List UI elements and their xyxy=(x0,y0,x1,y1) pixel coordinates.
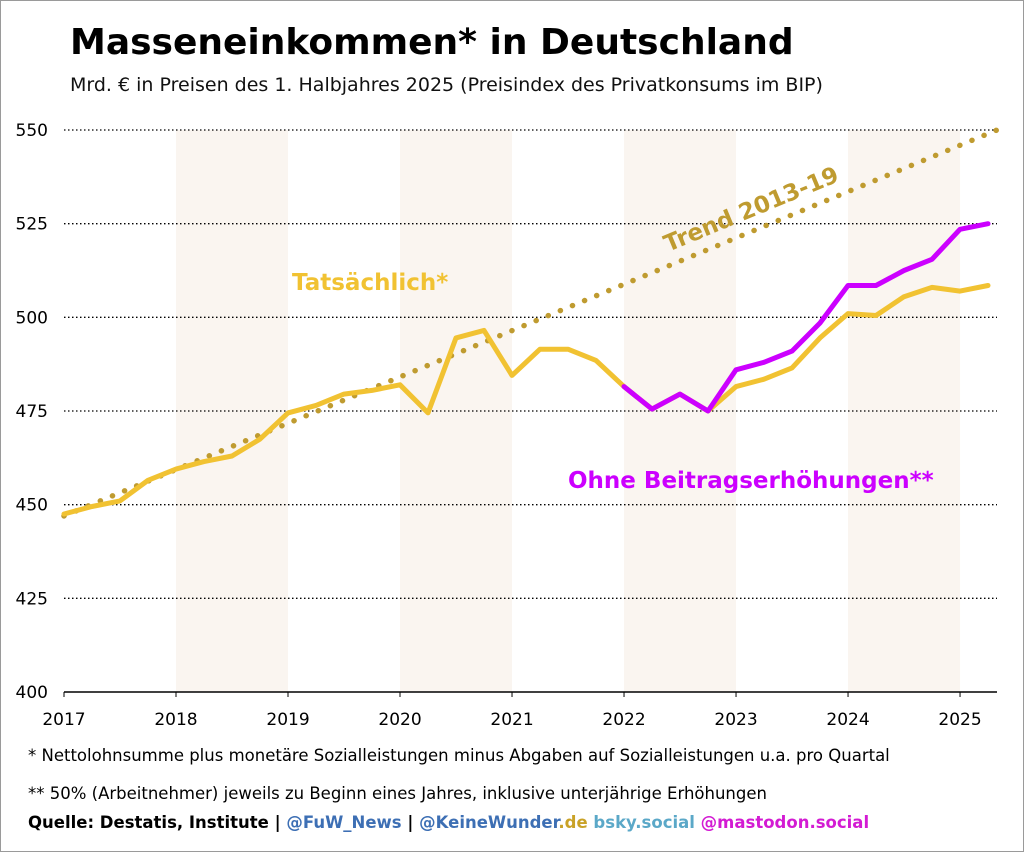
source-label: Quelle: Destatis, Institute xyxy=(28,813,269,832)
x-tick-label: 2023 xyxy=(714,710,757,730)
series-line-ohne xyxy=(621,221,991,414)
y-tick-label: 500 xyxy=(16,308,48,328)
chart-title: Masseneinkommen* in Deutschland xyxy=(70,22,794,63)
annotation-actual: Tatsächlich* xyxy=(292,270,448,296)
x-tick-label: 2020 xyxy=(378,710,421,730)
series-lines xyxy=(61,127,1000,519)
x-tick-label: 2018 xyxy=(154,710,197,730)
handle-bsky-social: bsky.social xyxy=(587,813,695,832)
trend-line xyxy=(61,127,1000,519)
chart-subtitle: Mrd. € in Preisen des 1. Halbjahres 2025… xyxy=(70,74,823,96)
y-tick-label: 450 xyxy=(16,496,48,516)
source-line: Quelle: Destatis, Institute | @FuW_News … xyxy=(28,813,869,832)
y-tick-label: 425 xyxy=(16,589,48,609)
x-tick-label: 2025 xyxy=(938,710,981,730)
y-tick-label: 475 xyxy=(16,402,48,422)
handle-mastodon-social: @mastodon.social xyxy=(694,813,870,832)
annotation-ohne: Ohne Beitragserhöhungen** xyxy=(568,468,934,494)
x-tick-label: 2017 xyxy=(42,710,85,730)
handle-keinewunder: @KeineWunder xyxy=(419,813,559,832)
y-tick-label: 550 xyxy=(16,121,48,141)
source-separator: | xyxy=(401,813,420,832)
x-tick-label: 2024 xyxy=(826,710,869,730)
y-axis-ticks: 400 425 450 475 500 525 550 xyxy=(16,121,48,703)
series-line-actual xyxy=(61,283,991,517)
handle-keinewunder-domain: .de xyxy=(558,813,588,832)
y-tick-label: 525 xyxy=(16,215,48,235)
x-axis-ticks: 2017 2018 2019 2020 2021 2022 2023 2024 2025 xyxy=(42,692,982,730)
x-tick-label: 2021 xyxy=(490,710,533,730)
y-tick-label: 400 xyxy=(16,683,48,703)
footnote-2: ** 50% (Arbeitnehmer) jeweils zu Beginn … xyxy=(28,784,767,803)
source-separator: | xyxy=(268,813,287,832)
x-tick-label: 2022 xyxy=(602,710,645,730)
footnote-1: * Nettolohnsumme plus monetäre Soziallei… xyxy=(28,746,890,765)
handle-fuw-news: @FuW_News xyxy=(286,813,402,832)
x-tick-label: 2019 xyxy=(266,710,309,730)
